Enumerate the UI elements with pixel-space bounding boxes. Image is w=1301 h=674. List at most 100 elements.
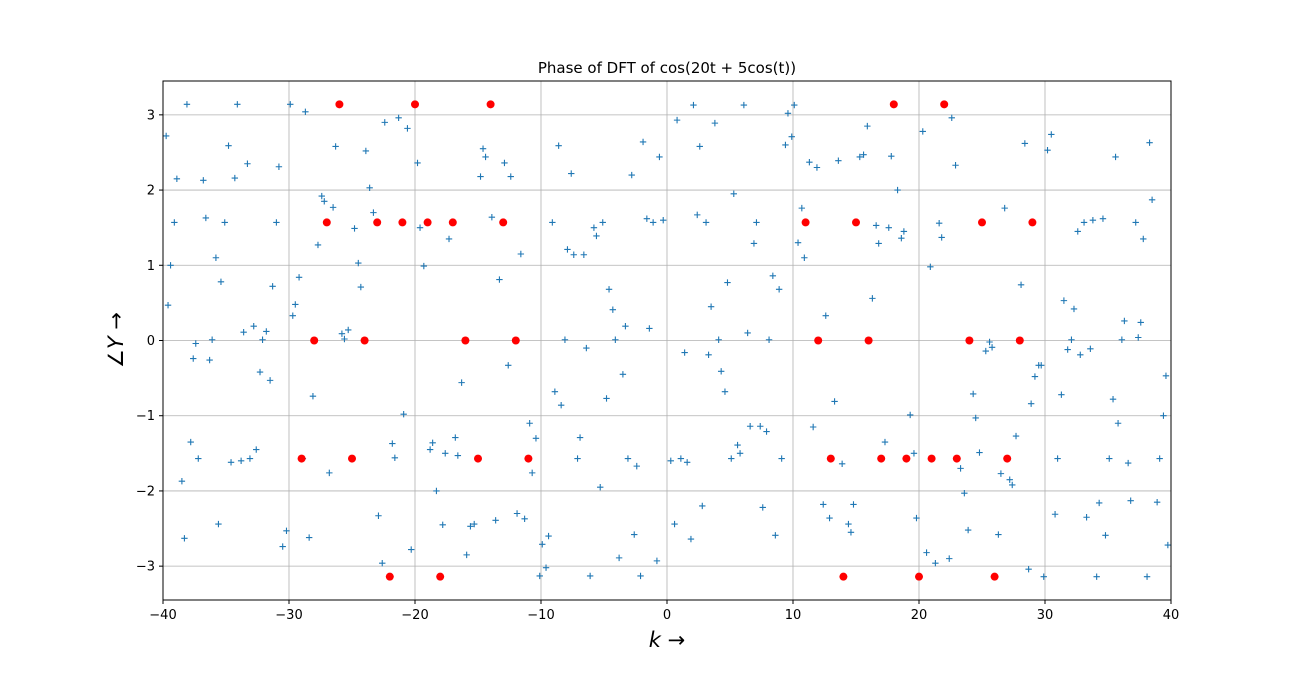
data-point-plus [162, 132, 170, 140]
data-point-plus [1060, 297, 1068, 304]
data-point-plus [660, 216, 667, 224]
data-point-plus [1102, 532, 1109, 539]
data-point-plus [332, 143, 339, 150]
data-point-plus [357, 283, 365, 291]
data-point-plus [482, 153, 489, 161]
data-point-plus [414, 159, 421, 167]
data-point-plus [1093, 573, 1100, 580]
data-point-plus [477, 173, 484, 180]
data-point-plus [190, 355, 197, 362]
data-point-plus [765, 336, 773, 343]
data-point-plus [622, 323, 629, 330]
data-point-plus [279, 543, 286, 550]
data-point-plus [192, 340, 199, 347]
data-point-plus [445, 235, 453, 243]
chart-title: Phase of DFT of cos(20t + 5cos(t)) [538, 59, 796, 77]
data-point-plus [488, 213, 496, 221]
data-point-plus [717, 368, 725, 375]
y-tick-label: 3 [147, 108, 155, 123]
data-point-plus [526, 420, 533, 427]
data-point-plus [788, 133, 795, 140]
data-point-dot [814, 336, 823, 345]
data-point-plus [699, 502, 706, 510]
data-point-plus [561, 336, 569, 343]
data-point-dot [915, 572, 923, 581]
data-point-plus [772, 532, 779, 539]
data-point-plus [831, 398, 838, 405]
data-point-plus [557, 401, 565, 409]
data-point-plus [619, 371, 627, 378]
data-point-plus [952, 162, 959, 169]
data-point-plus [590, 224, 598, 231]
data-point-dot [310, 336, 319, 345]
data-point-plus [1143, 573, 1151, 580]
data-point-plus [806, 159, 813, 166]
data-point-plus [1114, 420, 1122, 427]
data-point-dot [348, 454, 356, 463]
data-point-plus [355, 259, 362, 267]
data-point-plus [681, 349, 688, 356]
data-point-dot [524, 454, 533, 463]
x-axis-ticks: −40 −30 −20 −10 0 10 20 30 40 [149, 600, 1179, 623]
data-point-plus [173, 175, 181, 182]
data-point-plus [730, 190, 737, 198]
data-point-plus [458, 379, 465, 386]
data-point-plus [972, 414, 979, 422]
data-point-plus [1012, 432, 1020, 440]
data-point-plus [753, 219, 760, 226]
data-point-plus [266, 377, 274, 384]
data-point-plus [492, 517, 499, 524]
data-point-plus [1074, 228, 1081, 235]
data-point-plus [885, 224, 892, 231]
data-point-dot [322, 218, 331, 227]
blue-plus-series [162, 101, 1172, 580]
data-point-plus [856, 153, 863, 161]
data-point-plus [988, 344, 996, 351]
data-point-plus [574, 455, 581, 462]
data-point-plus [784, 110, 792, 117]
data-point-plus [1031, 373, 1039, 380]
x-tick-label: −30 [275, 608, 302, 623]
data-point-dot [965, 336, 974, 345]
data-point-plus [517, 250, 525, 258]
data-point-plus [1077, 351, 1084, 358]
data-point-plus [442, 450, 449, 457]
data-point-plus [253, 446, 260, 453]
data-point-plus [583, 344, 590, 352]
data-point-plus [609, 306, 617, 313]
data-point-plus [923, 549, 930, 556]
data-point-plus [171, 219, 178, 226]
data-point-plus [671, 520, 678, 528]
data-point-plus [568, 170, 575, 177]
data-point-plus [586, 572, 594, 580]
red-dot-series [297, 100, 1037, 581]
data-point-plus [1021, 140, 1029, 147]
data-point-plus [646, 325, 653, 332]
data-point-plus [597, 483, 604, 491]
y-tick-label: −3 [136, 560, 155, 575]
data-point-plus [287, 101, 294, 108]
data-point-plus [379, 559, 386, 567]
data-point-plus [420, 262, 428, 270]
data-point-plus [1017, 281, 1025, 289]
data-point-plus [429, 439, 436, 446]
data-point-plus [961, 489, 968, 497]
data-point-plus [838, 460, 846, 468]
data-point-plus [690, 101, 697, 109]
data-point-plus [612, 336, 619, 343]
data-point-plus [643, 215, 651, 222]
data-point-dot [335, 100, 344, 109]
data-point-plus [576, 434, 584, 441]
data-point-plus [329, 204, 337, 211]
data-point-plus [1118, 336, 1126, 343]
data-point-plus [656, 153, 663, 161]
data-point-plus [813, 164, 821, 171]
data-point-plus [1137, 319, 1144, 326]
data-point-plus [471, 520, 478, 528]
data-point-dot [486, 100, 495, 109]
data-point-plus [938, 234, 945, 241]
data-point-plus [1099, 215, 1107, 222]
data-point-plus [1080, 219, 1088, 226]
data-point-plus [898, 235, 905, 242]
data-point-dot [952, 454, 961, 463]
